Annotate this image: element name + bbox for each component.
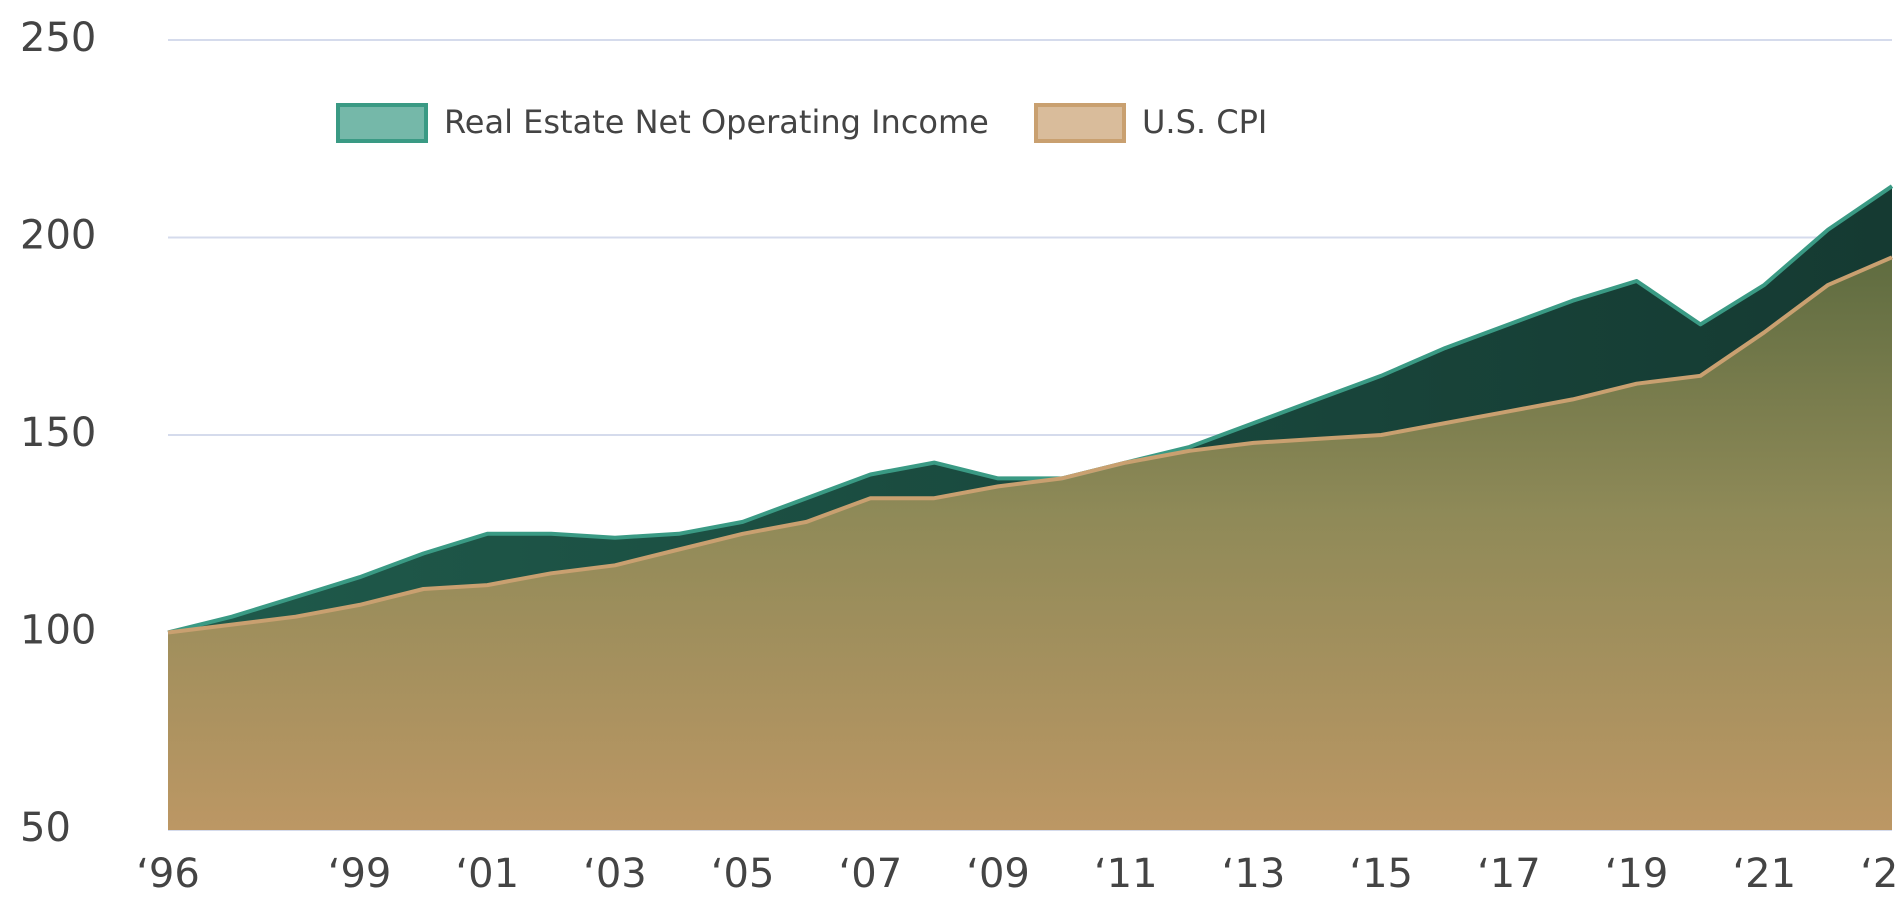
x-tick-label: ‘96 <box>136 851 200 897</box>
line <box>167 255 1893 635</box>
y-tick-label: 150 <box>20 410 96 456</box>
legend-label: Real Estate Net Operating Income <box>444 103 989 141</box>
x-tick-label: ‘01 <box>455 851 519 897</box>
legend-swatch <box>1034 103 1126 143</box>
x-tick-label: ‘11 <box>1094 851 1158 897</box>
x-tick-label: ‘03 <box>583 851 647 897</box>
legend-swatch <box>336 103 428 143</box>
x-tick-label: ‘99 <box>328 851 392 897</box>
x-tick-label: ‘15 <box>1349 851 1413 897</box>
x-tick-label: ‘17 <box>1477 851 1541 897</box>
plot-area <box>167 184 1894 830</box>
y-tick-label: 250 <box>20 15 96 61</box>
legend-label: U.S. CPI <box>1142 103 1267 141</box>
x-tick-label: ‘23 <box>1860 851 1898 897</box>
x-tick-label: ‘05 <box>711 851 775 897</box>
line <box>167 184 1894 635</box>
legend: Real Estate Net Operating Income U.S. CPI <box>336 103 1267 143</box>
y-tick-label: 200 <box>20 213 96 259</box>
x-tick-label: ‘19 <box>1605 851 1669 897</box>
area <box>168 257 1892 830</box>
axes: 50 100 150 200 250 ‘96 ‘99 ‘01 ‘03 ‘05 ‘07 ‘09 ‘11 ‘1… <box>20 15 1898 897</box>
y-tick-label: 100 <box>20 608 96 654</box>
x-tick-label: ‘07 <box>839 851 903 897</box>
x-tick-label: ‘09 <box>966 851 1030 897</box>
y-tick-label: 50 <box>20 805 71 851</box>
x-tick-label: ‘21 <box>1732 851 1796 897</box>
x-tick-label: ‘13 <box>1222 851 1286 897</box>
